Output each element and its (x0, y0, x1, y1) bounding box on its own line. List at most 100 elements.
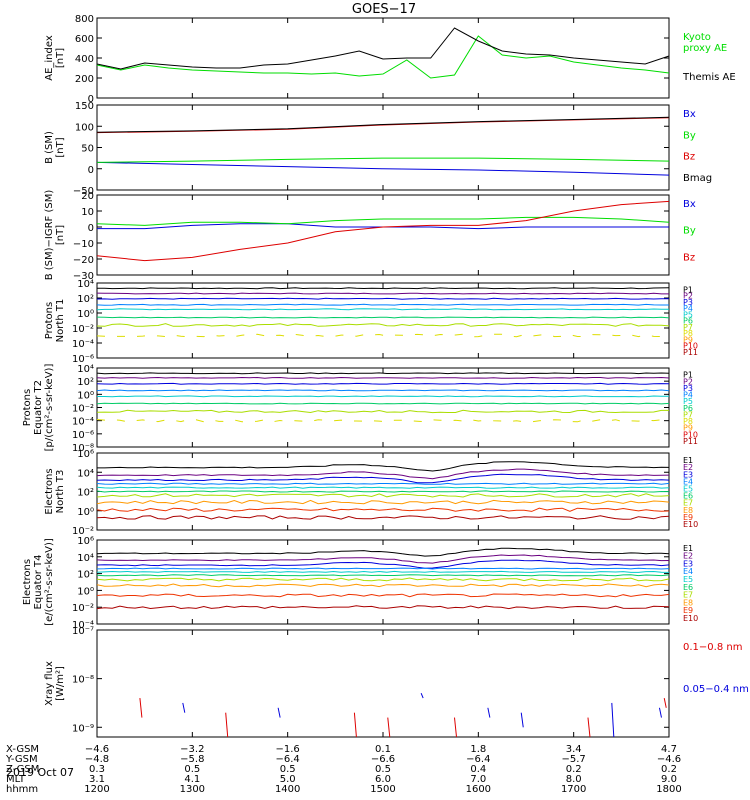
y-tick-label: 10⁶ (77, 449, 94, 460)
series-line-p4 (96, 389, 670, 392)
series-line (96, 200, 670, 262)
y-tick-label: 10⁰ (77, 390, 94, 401)
series-line-p1 (96, 372, 670, 375)
y-tick-label: 10⁴ (77, 553, 94, 564)
row-value: 3.1 (89, 774, 105, 785)
legend-e3: E3 (683, 559, 693, 568)
row-value: 0.5 (184, 764, 200, 775)
y-tick-label: 10² (77, 294, 94, 305)
series-line-e5 (96, 570, 670, 573)
series-line (97, 223, 669, 230)
row-value: 1600 (466, 784, 491, 795)
row-value: 3.4 (566, 744, 582, 755)
row-value: 0.4 (470, 764, 486, 775)
panel-electrons_t4: 10⁶ 10⁴ 10² 10⁰ 10⁻² 10⁻⁴ Electrons Equator T4[… (22, 536, 698, 631)
xray-mark (587, 717, 591, 738)
y-tick-label: 10⁻² (72, 404, 94, 415)
legend-by: By (683, 226, 696, 237)
row-value: −1.6 (276, 744, 300, 755)
legend-e2: E2 (683, 463, 693, 472)
legend-p7: P7 (683, 410, 693, 419)
legend-p10: P10 (683, 342, 698, 351)
y-axis-label: Xray flux (44, 661, 55, 706)
legend-p4: P4 (683, 391, 693, 400)
series-line (96, 35, 670, 79)
y-axis-label: Equator T4 (33, 555, 44, 610)
x-axis-labels: X-GSM −4.6 −3.2 −1.6 0.1 1.8 3.4 4.7 Y-GSM −4.8 −5… (5, 744, 682, 795)
row-value: 0.1 (375, 744, 391, 755)
y-axis-label: North T1 (55, 299, 66, 343)
legend-e8: E8 (683, 506, 693, 515)
y-tick-label: 150 (75, 101, 94, 112)
series-line-e10 (96, 605, 670, 610)
legend-bz: Bz (683, 252, 695, 263)
series-line-p5 (96, 308, 670, 311)
row-value: −4.6 (85, 744, 109, 755)
legend-p3: P3 (683, 298, 693, 307)
y-tick-label: 0 (88, 94, 94, 105)
panel-protons_t2: 10⁴ 10² 10⁰ 10⁻² 10⁻⁴ 10⁻⁶ 10⁻⁸ Protons Equator … (22, 364, 698, 454)
legend-p2: P2 (683, 377, 693, 386)
panel-bigrf: −30 −20 −10 0 10 20 B (SM)−IGRF (SM) [nT] Bx By Bz (44, 190, 696, 282)
row-label: Y-GSM (5, 754, 38, 765)
y-tick-label: 10⁴ (77, 364, 94, 375)
y-axis-label: Equator T2 (33, 380, 44, 435)
row-value: 6.0 (375, 774, 391, 785)
series-line-e3 (96, 559, 670, 569)
legend-bx: Bx (683, 199, 696, 210)
legend-0-05-0-4-nm: 0.05−0.4 nm (683, 684, 749, 695)
row-label: hhmm (6, 784, 38, 795)
row-value: −5.8 (180, 754, 204, 765)
legend-e6: E6 (683, 492, 693, 501)
xray-mark (387, 717, 391, 738)
legend-kyoto-proxy-ae: Kyoto (683, 32, 711, 43)
y-tick-label: 10⁰ (77, 309, 94, 320)
legend-e1: E1 (683, 456, 693, 465)
legend-e6: E6 (683, 583, 693, 592)
series-line-e1 (97, 461, 670, 472)
y-axis-label: B (SM) (44, 131, 55, 164)
y-tick-label: 20 (81, 191, 94, 202)
legend-kyoto-proxy-ae: proxy AE (683, 43, 727, 54)
legend-p4: P4 (683, 304, 693, 313)
y-tick-label: 200 (75, 74, 94, 85)
legend-by: By (683, 130, 696, 141)
y-axis-label: [W/m²] (55, 666, 66, 701)
y-tick-label: 10⁻² (72, 324, 94, 335)
legend-e5: E5 (683, 575, 693, 584)
series-line-e6 (96, 574, 670, 577)
series-line-e4 (96, 482, 670, 485)
panel-frame (96, 629, 670, 738)
legend-e10: E10 (683, 614, 698, 623)
y-axis-label: B (SM)−IGRF (SM) (44, 190, 55, 281)
series-line-e4 (96, 567, 670, 570)
legend-bz: Bz (683, 152, 695, 163)
row-value: 1200 (84, 784, 109, 795)
row-value: −5.7 (562, 754, 586, 765)
y-tick-label: 10⁰ (77, 586, 94, 597)
y-tick-label: 50 (81, 144, 94, 155)
y-tick-label: 10⁴ (77, 279, 94, 290)
y-tick-label: 10² (77, 377, 94, 388)
y-axis-label: North T3 (55, 470, 66, 514)
y-axis-label: AE_index (44, 35, 55, 81)
series-line-e9 (96, 593, 670, 598)
xray-mark (520, 712, 524, 728)
legend-p9: P9 (683, 335, 693, 344)
legend-e4: E4 (683, 567, 693, 576)
panel-bsm: −50 0 50 100 150 B (SM) [nT] Bx By Bz Bmag (44, 101, 712, 197)
legend-0-1-0-8-nm: 0.1−0.8 nm (683, 642, 742, 653)
y-tick-label: 10⁻⁷ (72, 626, 94, 637)
row-value: −6.4 (276, 754, 300, 765)
xray-mark (420, 693, 424, 699)
y-axis-label: Electrons (44, 468, 55, 514)
series-line-p8 (96, 333, 670, 338)
series-line (96, 27, 670, 70)
y-tick-label: 10² (77, 488, 94, 499)
series-line-p6 (96, 316, 670, 319)
y-tick-label: 10⁴ (77, 468, 94, 479)
series-line-e10 (96, 515, 670, 520)
legend-e5: E5 (683, 485, 693, 494)
